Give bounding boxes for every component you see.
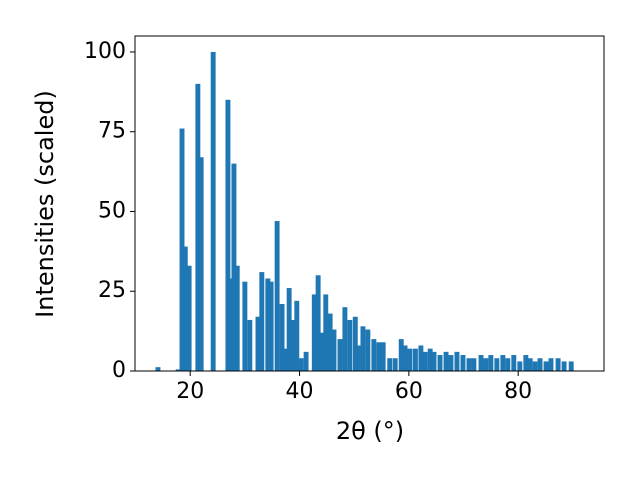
bar	[483, 358, 489, 371]
bar	[279, 304, 285, 371]
bar	[255, 316, 261, 371]
bar	[175, 369, 181, 371]
y-tick-label: 50	[98, 198, 126, 223]
bar	[448, 355, 454, 371]
bar	[323, 294, 329, 371]
bar	[437, 355, 443, 371]
y-tick-label: 75	[98, 119, 126, 144]
bar	[179, 128, 185, 371]
bar	[523, 355, 529, 371]
bar	[355, 345, 361, 371]
bar	[454, 351, 460, 371]
bar	[537, 358, 543, 371]
bar	[460, 355, 466, 371]
x-tick-label: 20	[176, 379, 204, 404]
bar	[282, 348, 288, 371]
bar	[259, 272, 265, 371]
bar	[568, 361, 574, 371]
bar	[228, 278, 234, 371]
bar	[311, 294, 317, 371]
bar	[532, 361, 538, 371]
bar	[427, 348, 433, 371]
x-axis-label: 2θ (°)	[336, 417, 404, 445]
bar	[268, 281, 274, 371]
bar	[186, 265, 192, 371]
bar	[155, 367, 161, 371]
bar	[422, 351, 428, 371]
bar	[517, 361, 523, 371]
bar	[500, 355, 506, 371]
bar	[195, 83, 201, 371]
bar	[466, 358, 472, 371]
bar	[431, 351, 437, 371]
bar	[347, 319, 353, 371]
bar	[387, 358, 393, 371]
bar	[402, 345, 408, 371]
bar	[294, 300, 300, 371]
bar	[315, 275, 321, 371]
y-tick-label: 0	[112, 358, 126, 383]
bar	[198, 157, 204, 371]
bar	[511, 355, 517, 371]
bar	[303, 351, 309, 371]
y-tick-label: 25	[98, 278, 126, 303]
bar	[182, 246, 188, 371]
bar	[418, 345, 424, 371]
bar	[360, 326, 366, 371]
bar	[555, 358, 561, 371]
bar	[234, 265, 240, 371]
bar	[398, 339, 404, 371]
bar	[289, 319, 295, 371]
bar	[443, 351, 449, 371]
bar	[242, 281, 248, 371]
bar	[407, 348, 413, 371]
y-axis-label: Intensities (scaled)	[31, 90, 59, 318]
bar	[286, 288, 292, 371]
bar	[327, 313, 333, 371]
bar	[548, 358, 554, 371]
bar	[376, 342, 382, 371]
bar	[543, 361, 549, 371]
bar	[371, 339, 377, 371]
y-tick-label: 100	[84, 39, 126, 64]
bar	[494, 358, 500, 371]
bar	[365, 329, 371, 371]
bar	[478, 355, 484, 371]
bar	[265, 278, 271, 371]
bar	[380, 342, 386, 371]
bar	[412, 348, 418, 371]
bar	[319, 332, 325, 371]
bar	[247, 319, 253, 371]
bar	[210, 51, 216, 371]
plot-frame	[134, 35, 605, 372]
x-tick-label: 80	[504, 379, 532, 404]
bar	[352, 316, 358, 371]
bar	[527, 358, 533, 371]
bar	[392, 358, 398, 371]
bar	[505, 358, 511, 371]
bar	[561, 361, 567, 371]
bar	[342, 307, 348, 371]
bar	[488, 355, 494, 371]
bar	[231, 163, 237, 371]
bar	[337, 339, 343, 371]
bar	[298, 358, 304, 371]
x-tick-label: 60	[395, 379, 423, 404]
bar	[471, 358, 477, 371]
bar	[274, 221, 280, 371]
bar	[331, 329, 337, 371]
x-tick-label: 40	[286, 379, 314, 404]
bar	[225, 99, 231, 372]
